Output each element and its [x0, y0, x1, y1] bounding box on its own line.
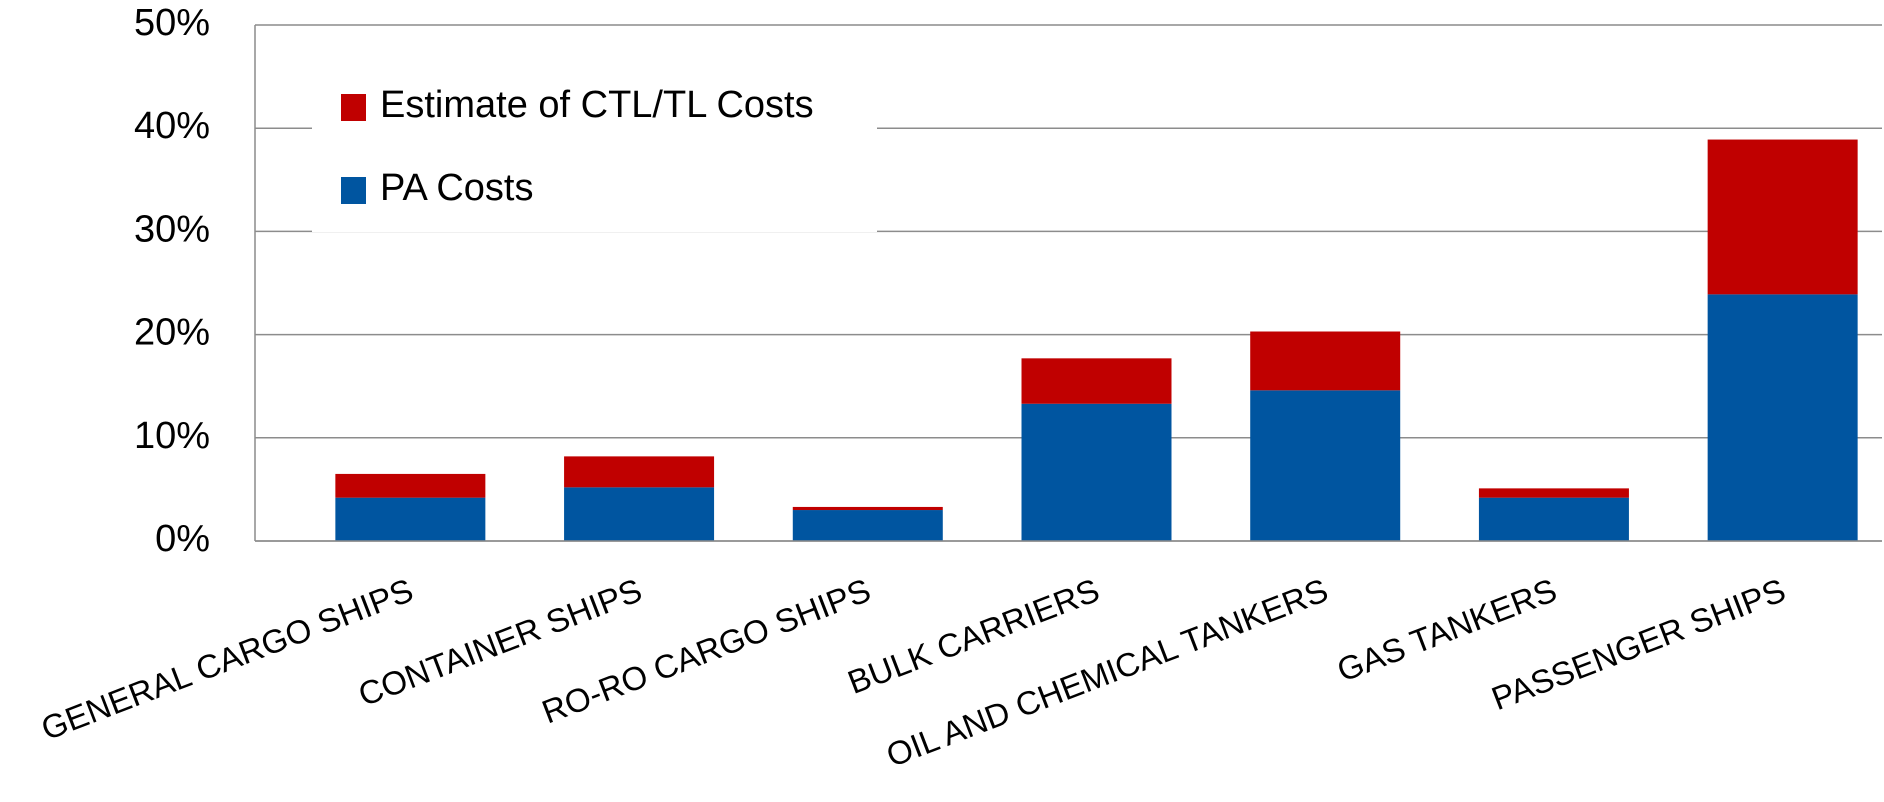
- x-tick-label: GENERAL CARGO SHIPS: [36, 571, 418, 747]
- bar-segment: [1250, 331, 1401, 391]
- bar-segment: [335, 497, 486, 541]
- y-tick-label: 40%: [134, 105, 210, 147]
- legend-box: [312, 84, 877, 232]
- y-tick-label: 20%: [134, 312, 210, 354]
- bar-segment: [1021, 403, 1172, 541]
- bar-segment: [1707, 294, 1858, 541]
- legend-label: PA Costs: [380, 167, 533, 209]
- bar-segment: [792, 510, 943, 541]
- bar-segment: [564, 487, 715, 541]
- legend-swatch: [341, 177, 366, 204]
- bar-segment: [792, 506, 943, 511]
- legend-label: Estimate of CTL/TL Costs: [380, 84, 814, 126]
- y-tick-label: 10%: [134, 415, 210, 457]
- y-tick-label: 0%: [155, 518, 210, 560]
- y-tick-label: 30%: [134, 208, 210, 250]
- bar-segment: [335, 473, 486, 498]
- bar-segment: [1021, 358, 1172, 404]
- legend-swatch: [341, 94, 366, 121]
- y-tick-label: 50%: [134, 2, 210, 44]
- bar-segment: [1250, 390, 1401, 541]
- bar-segment: [1707, 139, 1858, 295]
- legend: Estimate of CTL/TL Costs PA Costs: [312, 84, 877, 232]
- bar-segment: [564, 456, 715, 488]
- bar-segment: [1478, 497, 1629, 541]
- x-tick-label: OIL AND CHEMICAL TANKERS: [881, 571, 1333, 774]
- bar-segment: [1478, 488, 1629, 498]
